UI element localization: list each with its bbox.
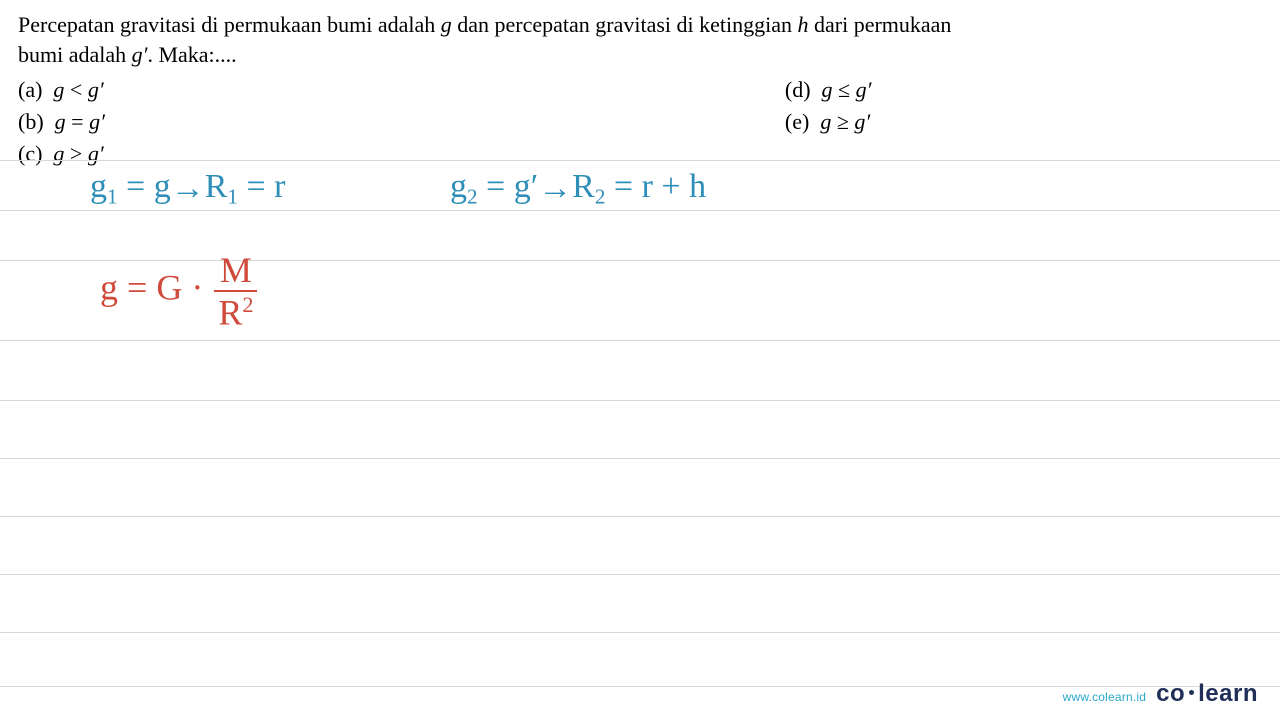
option-label: (d) bbox=[785, 77, 811, 102]
option-lhs: g bbox=[53, 77, 64, 102]
q-line2-pre: bumi adalah bbox=[18, 42, 132, 67]
option-c: (c) g > g′ bbox=[18, 139, 105, 169]
ruled-line bbox=[0, 400, 1280, 401]
option-d: (d) g ≤ g′ bbox=[785, 75, 872, 105]
option-e: (e) g ≥ g′ bbox=[785, 107, 872, 137]
arrow-icon: → bbox=[538, 170, 572, 208]
q-line1-post: dari permukaan bbox=[809, 12, 952, 37]
fraction-num: M bbox=[212, 252, 259, 290]
option-label: (c) bbox=[18, 141, 42, 166]
handwriting-blue-left: g1 = g → R1 = r bbox=[90, 168, 285, 209]
option-rhs: g′ bbox=[89, 109, 105, 134]
ruled-line bbox=[0, 210, 1280, 211]
fraction-den: R2 bbox=[212, 292, 259, 330]
options-right-col: (d) g ≤ g′ (e) g ≥ g′ bbox=[785, 75, 872, 168]
question-text: Percepatan gravitasi di permukaan bumi a… bbox=[18, 10, 1262, 69]
hw-R2: R bbox=[572, 168, 595, 205]
option-label: (e) bbox=[785, 109, 809, 134]
option-rhs: g′ bbox=[854, 109, 870, 134]
option-rel: < bbox=[70, 77, 82, 102]
arrow-icon: → bbox=[171, 170, 205, 208]
hw-dot: · bbox=[182, 267, 212, 307]
brand-right: learn bbox=[1198, 680, 1258, 707]
fraction: M R2 bbox=[212, 252, 259, 330]
hw-subR2: 2 bbox=[595, 184, 606, 208]
q-line1-mid: dan percepatan gravitasi di ketinggian bbox=[452, 12, 798, 37]
hw-g2: g bbox=[450, 168, 467, 205]
hw-lhs: g bbox=[100, 267, 118, 307]
option-label: (b) bbox=[18, 109, 44, 134]
ruled-line bbox=[0, 160, 1280, 161]
ruled-line bbox=[0, 458, 1280, 459]
ruled-line bbox=[0, 340, 1280, 341]
option-rhs: g′ bbox=[88, 141, 104, 166]
option-label: (a) bbox=[18, 77, 42, 102]
option-lhs: g bbox=[53, 141, 64, 166]
hw-subR: 1 bbox=[227, 184, 238, 208]
hw-eq: = bbox=[118, 267, 156, 307]
option-rel: > bbox=[70, 141, 82, 166]
brand-left: co bbox=[1156, 680, 1185, 707]
option-lhs: g bbox=[55, 109, 66, 134]
brand-logo: colearn bbox=[1156, 680, 1258, 708]
footer: www.colearn.id colearn bbox=[1063, 680, 1258, 708]
option-rhs: g′ bbox=[88, 77, 104, 102]
option-a: (a) g < g′ bbox=[18, 75, 105, 105]
option-lhs: g bbox=[820, 109, 831, 134]
ruled-line bbox=[0, 574, 1280, 575]
handwriting-blue-right: g2 = g′ → R2 = r + h bbox=[450, 168, 706, 209]
q-var-g: g bbox=[441, 12, 452, 37]
hw-rhs: r + h bbox=[642, 168, 707, 205]
option-rel: ≤ bbox=[838, 77, 850, 102]
hw-eq1b: = bbox=[478, 168, 514, 205]
den-base: R bbox=[218, 292, 242, 332]
q-var-gprime: g′ bbox=[132, 42, 148, 67]
option-rel: = bbox=[71, 109, 83, 134]
handwriting-red-formula: g = G · M R2 bbox=[100, 252, 259, 330]
hw-gp: g′ bbox=[514, 168, 538, 205]
footer-url: www.colearn.id bbox=[1063, 690, 1147, 704]
hw-sub1: 1 bbox=[107, 184, 118, 208]
den-exp: 2 bbox=[242, 292, 253, 317]
hw-eq1: = bbox=[118, 168, 154, 205]
option-rhs: g′ bbox=[856, 77, 872, 102]
option-b: (b) g = g′ bbox=[18, 107, 105, 137]
option-rel: ≥ bbox=[837, 109, 849, 134]
q-var-h: h bbox=[798, 12, 809, 37]
hw-eq2b: = bbox=[605, 168, 641, 205]
hw-eq2: = bbox=[238, 168, 274, 205]
page: Percepatan gravitasi di permukaan bumi a… bbox=[0, 0, 1280, 720]
q-line1-pre: Percepatan gravitasi di permukaan bumi a… bbox=[18, 12, 441, 37]
q-line2-post: . Maka:.... bbox=[147, 42, 236, 67]
brand-dot-icon bbox=[1189, 690, 1194, 695]
hw-G: G bbox=[156, 267, 182, 307]
hw-g1: g bbox=[90, 168, 107, 205]
hw-R: R bbox=[205, 168, 228, 205]
ruled-line bbox=[0, 632, 1280, 633]
hw-sub2: 2 bbox=[467, 184, 478, 208]
ruled-line bbox=[0, 516, 1280, 517]
hw-g: g bbox=[154, 168, 171, 205]
option-lhs: g bbox=[822, 77, 833, 102]
options-row: (a) g < g′ (b) g = g′ (c) g > g′ (d) g bbox=[18, 75, 1262, 168]
options-left-col: (a) g < g′ (b) g = g′ (c) g > g′ bbox=[18, 75, 105, 168]
hw-r: r bbox=[274, 168, 285, 205]
